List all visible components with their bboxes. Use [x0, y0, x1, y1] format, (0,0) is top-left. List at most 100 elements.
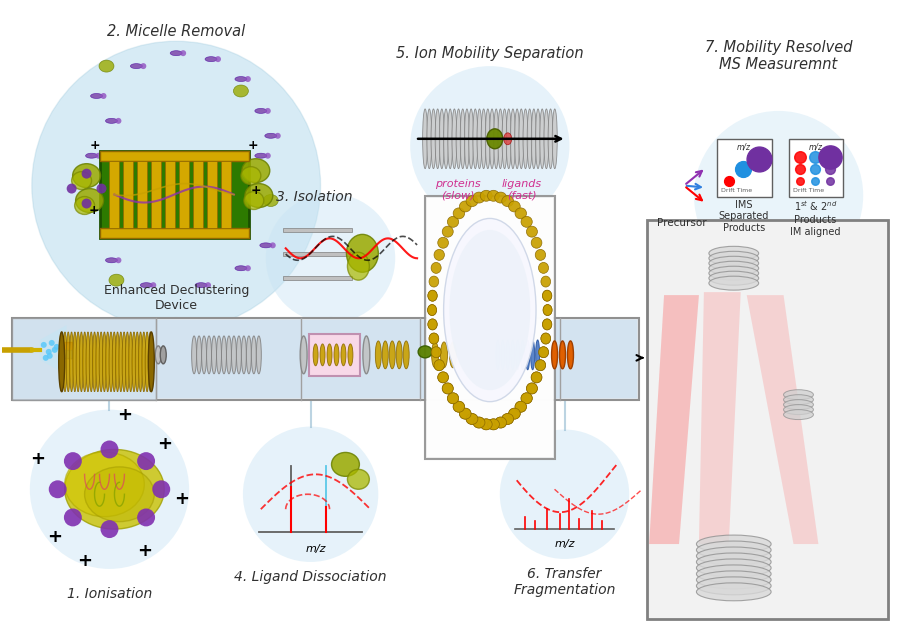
Text: 1$^{st}$ & 2$^{nd}$
Products
IM aligned: 1$^{st}$ & 2$^{nd}$ Products IM aligned: [790, 199, 841, 237]
Ellipse shape: [237, 336, 241, 374]
Point: [752, 154, 766, 164]
Ellipse shape: [431, 262, 441, 273]
Ellipse shape: [709, 261, 759, 275]
Text: Enhanced Declustering
Device: Enhanced Declustering Device: [104, 284, 249, 312]
Point: [735, 163, 750, 174]
Ellipse shape: [431, 347, 441, 358]
Ellipse shape: [541, 333, 551, 344]
Text: +: +: [47, 528, 62, 546]
Text: +: +: [77, 552, 92, 570]
Ellipse shape: [130, 64, 142, 69]
Circle shape: [694, 111, 863, 280]
Ellipse shape: [192, 336, 196, 374]
Ellipse shape: [495, 417, 507, 428]
Ellipse shape: [488, 419, 500, 430]
Bar: [12, 318, 157, 400]
Ellipse shape: [207, 336, 211, 374]
Ellipse shape: [502, 195, 514, 206]
Ellipse shape: [447, 393, 459, 404]
Bar: [64, 342, 72, 358]
Ellipse shape: [132, 332, 136, 392]
Ellipse shape: [347, 252, 369, 280]
Ellipse shape: [85, 467, 154, 521]
Ellipse shape: [428, 305, 436, 316]
Bar: [100, 150, 249, 239]
Bar: [647, 221, 888, 619]
Ellipse shape: [427, 109, 432, 168]
Ellipse shape: [72, 172, 92, 190]
Point: [824, 163, 838, 174]
Ellipse shape: [521, 393, 532, 404]
Ellipse shape: [449, 230, 530, 390]
Ellipse shape: [341, 344, 346, 366]
Ellipse shape: [86, 332, 90, 392]
Ellipse shape: [348, 344, 353, 366]
Ellipse shape: [382, 341, 388, 369]
Ellipse shape: [76, 188, 104, 212]
Ellipse shape: [507, 109, 511, 168]
Ellipse shape: [543, 290, 552, 301]
Ellipse shape: [543, 319, 552, 330]
Circle shape: [215, 56, 221, 62]
Ellipse shape: [784, 400, 814, 410]
Ellipse shape: [540, 109, 544, 168]
Text: +: +: [137, 542, 152, 560]
Ellipse shape: [256, 336, 261, 374]
Ellipse shape: [709, 246, 759, 260]
Ellipse shape: [140, 283, 152, 287]
Ellipse shape: [105, 118, 117, 123]
Text: Drift Time: Drift Time: [721, 188, 752, 192]
Ellipse shape: [327, 344, 332, 366]
Text: +: +: [157, 435, 172, 453]
Ellipse shape: [459, 408, 471, 419]
Ellipse shape: [469, 109, 473, 168]
Ellipse shape: [334, 344, 339, 366]
Ellipse shape: [86, 153, 97, 158]
Ellipse shape: [536, 249, 545, 260]
Ellipse shape: [494, 109, 499, 168]
Circle shape: [140, 63, 147, 69]
Ellipse shape: [510, 109, 516, 168]
Ellipse shape: [481, 419, 492, 430]
Circle shape: [64, 509, 82, 527]
Bar: [221, 161, 231, 228]
Ellipse shape: [456, 109, 461, 168]
Ellipse shape: [115, 332, 120, 392]
Ellipse shape: [472, 109, 478, 168]
Ellipse shape: [452, 109, 457, 168]
Ellipse shape: [434, 359, 445, 370]
Ellipse shape: [508, 408, 520, 419]
Circle shape: [137, 452, 155, 470]
Ellipse shape: [260, 243, 272, 248]
Circle shape: [47, 353, 53, 359]
Ellipse shape: [135, 332, 140, 392]
Text: +: +: [248, 140, 258, 152]
Ellipse shape: [403, 341, 410, 369]
Ellipse shape: [481, 190, 492, 201]
Ellipse shape: [241, 336, 247, 374]
Circle shape: [245, 76, 251, 82]
Ellipse shape: [205, 57, 217, 62]
Ellipse shape: [437, 372, 448, 383]
Ellipse shape: [543, 305, 552, 316]
Bar: [179, 161, 189, 228]
Text: Precursor: Precursor: [657, 219, 706, 228]
Ellipse shape: [453, 401, 464, 412]
Circle shape: [32, 41, 320, 330]
Text: proteins
(slow): proteins (slow): [436, 179, 481, 200]
Ellipse shape: [196, 336, 202, 374]
Ellipse shape: [99, 332, 104, 392]
Ellipse shape: [496, 340, 500, 370]
Ellipse shape: [518, 109, 524, 168]
Ellipse shape: [488, 190, 500, 201]
Circle shape: [101, 93, 106, 99]
Ellipse shape: [709, 251, 759, 266]
Ellipse shape: [431, 347, 441, 358]
Circle shape: [40, 342, 47, 348]
Ellipse shape: [464, 109, 470, 168]
Ellipse shape: [502, 413, 514, 424]
Ellipse shape: [709, 276, 759, 290]
Ellipse shape: [548, 109, 554, 168]
Bar: [788, 139, 843, 197]
Ellipse shape: [235, 77, 247, 82]
